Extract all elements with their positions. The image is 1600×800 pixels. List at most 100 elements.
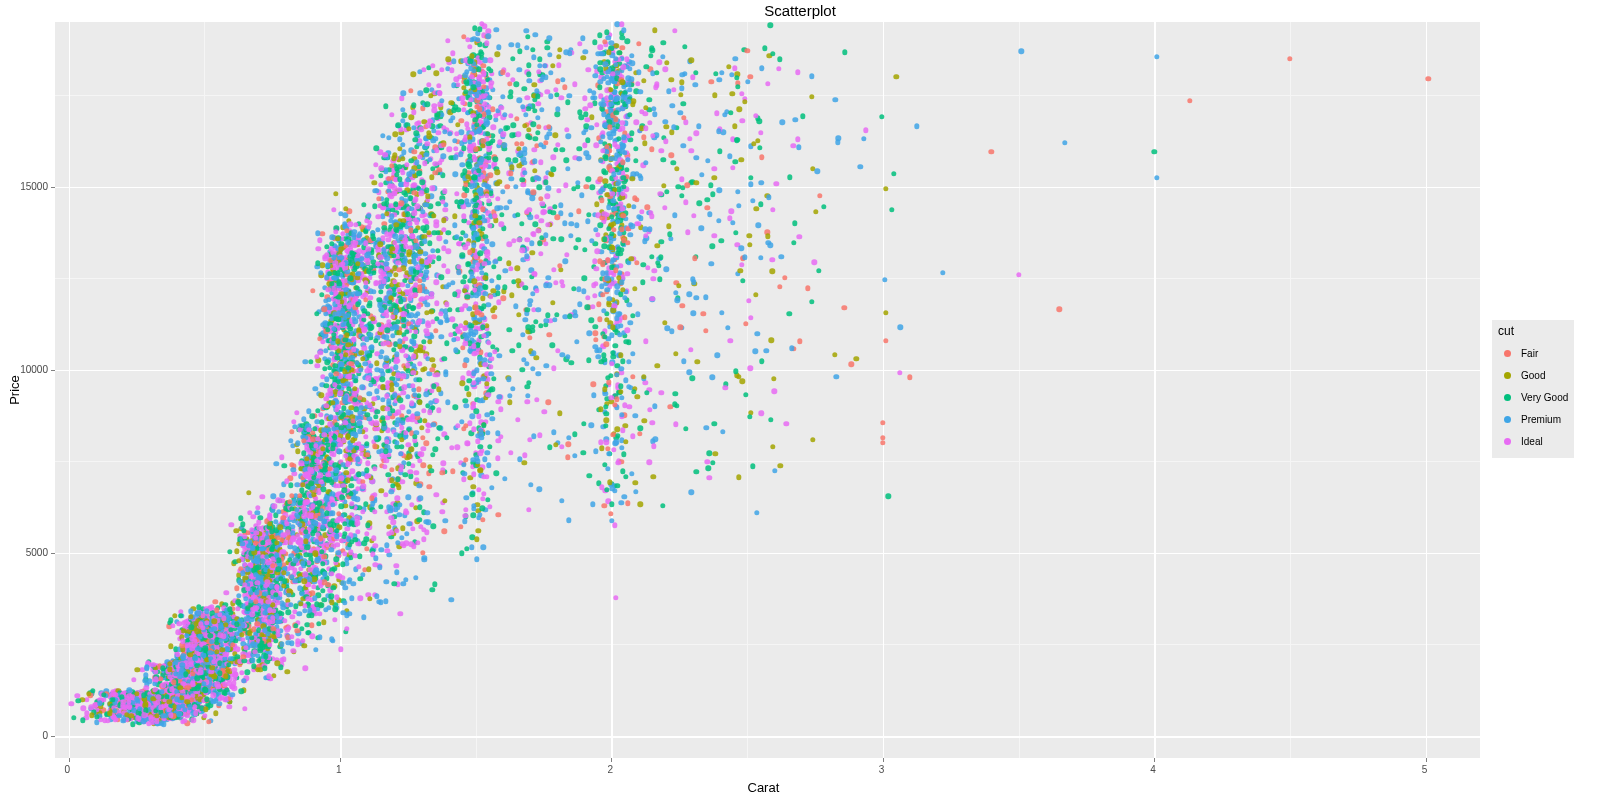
scatter-point <box>532 82 537 87</box>
scatter-point <box>235 606 240 611</box>
scatter-point <box>733 159 738 164</box>
scatter-point <box>650 474 655 479</box>
scatter-point <box>597 33 602 38</box>
scatter-point <box>434 71 439 76</box>
scatter-point <box>835 140 840 145</box>
scatter-point <box>717 77 722 82</box>
scatter-point <box>713 71 718 76</box>
scatter-point <box>405 394 410 399</box>
scatter-point <box>630 61 635 66</box>
scatter-point <box>242 706 247 711</box>
scatter-point <box>464 495 469 500</box>
scatter-point <box>444 340 449 345</box>
scatter-point <box>581 288 586 293</box>
scatter-point <box>816 268 821 273</box>
scatter-point <box>353 222 358 227</box>
scatter-point <box>759 180 764 185</box>
scatter-point <box>734 138 739 143</box>
scatter-point <box>250 658 255 663</box>
scatter-point <box>361 202 366 207</box>
scatter-point <box>384 542 389 547</box>
scatter-point <box>419 425 424 430</box>
scatter-point <box>363 241 368 246</box>
scatter-point <box>1019 49 1024 54</box>
scatter-point <box>499 212 504 217</box>
scatter-point <box>396 484 401 489</box>
scatter-point <box>381 341 386 346</box>
scatter-point <box>880 420 885 425</box>
scatter-point <box>282 463 287 468</box>
scatter-point <box>84 697 89 702</box>
scatter-point <box>430 587 435 592</box>
scatter-point <box>748 74 753 79</box>
scatter-point <box>454 191 459 196</box>
scatter-point <box>737 107 742 112</box>
x-tick-label: 0 <box>65 764 71 775</box>
legend-dot-icon <box>1504 372 1511 379</box>
scatter-point <box>431 213 436 218</box>
scatter-point <box>433 328 438 333</box>
scatter-point <box>345 462 350 467</box>
scatter-point <box>408 88 413 93</box>
y-axis-title: Price <box>7 375 22 405</box>
scatter-point <box>630 176 635 181</box>
scatter-point <box>387 508 392 513</box>
scatter-point <box>679 177 684 182</box>
scatter-point <box>609 502 614 507</box>
scatter-point <box>507 393 512 398</box>
scatter-point <box>630 374 635 379</box>
scatter-point <box>633 489 638 494</box>
scatter-point <box>349 483 354 488</box>
scatter-point <box>604 487 609 492</box>
scatter-point <box>319 292 324 297</box>
scatter-point <box>441 461 446 466</box>
scatter-point <box>386 135 391 140</box>
scatter-point <box>634 119 639 124</box>
scatter-point <box>566 518 571 523</box>
scatter-point <box>224 590 229 595</box>
scatter-point <box>474 556 479 561</box>
scatter-point <box>488 364 493 369</box>
scatter-point <box>565 455 570 460</box>
scatter-point <box>772 468 777 473</box>
scatter-point <box>486 34 491 39</box>
scatter-point <box>585 176 590 181</box>
scatter-point <box>217 701 222 706</box>
scatter-point <box>625 157 630 162</box>
scatter-point <box>705 205 710 210</box>
scatter-point <box>533 222 538 227</box>
scatter-point <box>605 466 610 471</box>
scatter-point <box>507 327 512 332</box>
x-tick <box>340 758 341 762</box>
scatter-point <box>399 444 404 449</box>
scatter-point <box>620 65 625 70</box>
scatter-point <box>495 196 500 201</box>
scatter-point <box>593 337 598 342</box>
scatter-point <box>583 49 588 54</box>
scatter-point <box>629 53 634 58</box>
scatter-point <box>623 378 628 383</box>
scatter-point <box>424 87 429 92</box>
scatter-point <box>593 143 598 148</box>
scatter-point <box>557 410 562 415</box>
scatter-point <box>626 203 631 208</box>
scatter-point <box>800 114 805 119</box>
scatter-point <box>424 187 429 192</box>
scatter-point <box>590 501 595 506</box>
legend-item: Ideal <box>1498 430 1568 452</box>
scatter-point <box>535 93 540 98</box>
legend-dot-icon <box>1504 394 1511 401</box>
scatter-point <box>320 561 325 566</box>
scatter-point <box>664 60 669 65</box>
scatter-point <box>441 217 446 222</box>
scatter-point <box>564 158 569 163</box>
scatter-point <box>302 643 307 648</box>
scatter-point <box>556 62 561 67</box>
scatter-point <box>663 67 668 72</box>
scatter-point <box>635 81 640 86</box>
scatter-point <box>710 244 715 249</box>
scatter-point <box>441 154 446 159</box>
scatter-point <box>626 260 631 265</box>
scatter-point <box>898 325 903 330</box>
scatter-point <box>239 689 244 694</box>
